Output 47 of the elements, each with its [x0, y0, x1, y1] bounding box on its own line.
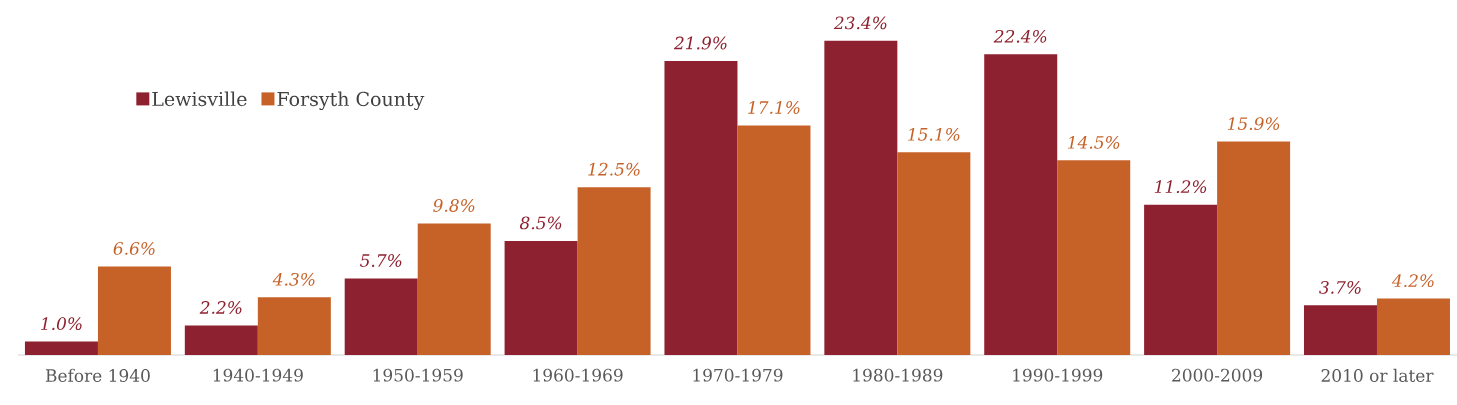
x-tick-label: 1990-1999 — [1013, 368, 1103, 382]
data-label: 21.9% — [673, 36, 727, 50]
bar — [257, 297, 331, 355]
x-tick-label: 1970-1979 — [693, 368, 783, 382]
data-label: 4.2% — [1391, 274, 1434, 288]
legend-label: Forsyth County — [277, 91, 425, 111]
data-label: 1.0% — [41, 317, 82, 331]
data-label: 5.7% — [359, 254, 402, 267]
data-label: 2.2% — [199, 301, 242, 314]
bar — [1376, 298, 1450, 355]
bar — [1057, 160, 1131, 355]
data-label: 15.1% — [908, 127, 960, 141]
data-label: 22.4% — [993, 29, 1047, 43]
data-label: 3.7% — [1319, 280, 1361, 294]
x-tick-label: Before 1940 — [45, 368, 150, 382]
data-label: 12.5% — [588, 162, 640, 176]
bar — [504, 240, 578, 355]
data-label: 8.5% — [519, 216, 562, 230]
bar — [984, 54, 1058, 355]
x-tick-label: 2000-2009 — [1172, 368, 1263, 382]
bar — [664, 60, 738, 355]
bar — [737, 125, 811, 355]
data-label: 4.3% — [272, 272, 315, 286]
bar — [897, 152, 971, 355]
x-tick-label: 2010 or later — [1321, 368, 1434, 382]
bar — [824, 40, 898, 355]
bar — [577, 187, 651, 355]
data-label: 17.1% — [748, 101, 800, 114]
bar — [417, 223, 491, 355]
data-label: 23.4% — [833, 16, 887, 30]
data-label: 11.2% — [1154, 180, 1207, 194]
data-label: 9.8% — [433, 199, 475, 212]
bar — [1217, 141, 1291, 355]
data-label: 14.5% — [1067, 135, 1120, 149]
bar — [1144, 204, 1218, 355]
x-tick-label: 1980-1989 — [853, 368, 943, 382]
bar — [344, 278, 418, 355]
bar — [97, 266, 171, 355]
x-tick-label: 1960-1969 — [533, 368, 623, 382]
x-tick-label: 1950-1959 — [373, 368, 463, 382]
bar — [184, 325, 258, 355]
legend-label: Lewisville — [152, 91, 247, 107]
bar — [1303, 305, 1377, 355]
data-label: 15.9% — [1227, 117, 1280, 130]
bar — [24, 341, 98, 355]
x-tick-label: 1940-1949 — [213, 368, 303, 382]
data-label: 6.6% — [113, 242, 155, 255]
